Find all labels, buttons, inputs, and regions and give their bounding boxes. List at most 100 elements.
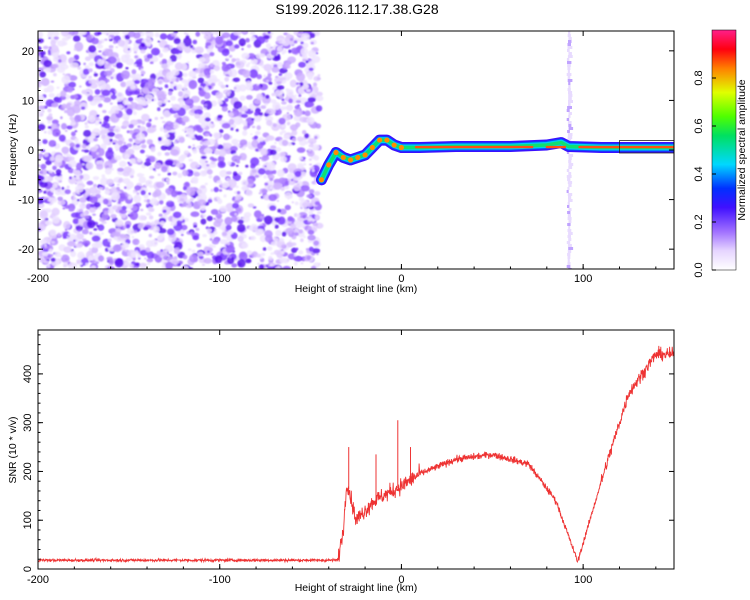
noise-blob [214,142,219,147]
noise-blob [115,62,123,69]
noise-blob [104,70,113,76]
noise-blob [91,37,99,45]
noise-blob [61,186,65,190]
noise-blob [302,167,306,171]
noise-blob [134,79,140,84]
noise-blob [52,56,60,62]
noise-blob [43,260,49,264]
noise-blob [68,159,77,168]
noise-blob [300,41,304,45]
noise-blob [214,228,217,231]
noise-blob [158,136,162,142]
noise-blob [281,101,287,105]
trace-outline [619,140,674,154]
noise-blob [51,207,60,216]
noise-blob [186,186,196,196]
noise-blob [138,215,147,221]
noise-blob [221,32,231,39]
noise-blob [274,224,279,229]
noise-blob [235,58,240,62]
noise-blob [247,62,251,65]
noise-blob [84,136,89,141]
noise-blob [129,263,135,269]
noise-blob [89,248,92,251]
noise-blob [255,131,261,136]
noise-blob [136,173,143,178]
noise-blob [106,256,113,261]
noise-blob [116,58,120,62]
spectrogram-y-label: Frequency (Hz) [7,114,19,186]
noise-blob [43,190,47,194]
noise-blob [232,202,239,209]
noise-blob [269,177,274,182]
colorbar: 0.0 0.2 0.4 0.6 0.8 Normalized spectral ampl… [693,29,748,278]
noise-blob [253,116,262,122]
noise-blob [184,82,189,88]
noise-blob [306,89,311,93]
noise-blob [164,152,170,156]
noise-blob [187,61,190,64]
noise-blob [154,32,160,38]
noise-blob [202,234,207,238]
noise-blob [81,229,89,235]
noise-blob [72,218,80,225]
noise-blob [42,139,48,145]
noise-blob [73,94,79,99]
noise-blob [109,102,113,105]
noise-blob [205,133,210,136]
noise-blob [184,150,189,154]
trace-node [318,177,325,183]
noise-blob [101,123,106,128]
noise-blob [170,32,177,37]
noise-blob [148,233,152,238]
spike-cell [567,43,571,46]
noise-blob [271,92,276,97]
noise-blob [294,108,303,117]
noise-blob [50,80,55,83]
noise-blob [82,238,87,242]
snr-series-line [38,345,674,564]
noise-blob [43,87,49,93]
noise-blob [143,37,153,46]
noise-blob [56,86,60,89]
noise-blob [195,135,204,141]
noise-blob [69,116,74,121]
x-tick-label: -200 [27,574,49,586]
noise-blob [144,257,147,260]
noise-blob [287,56,296,64]
noise-blob [144,81,154,89]
noise-blob [312,222,318,227]
noise-blob [287,173,294,179]
noise-blob [187,248,192,252]
noise-blob [245,258,252,264]
spike-cell [567,79,573,82]
spike-cell [567,106,572,109]
noise-blob [76,199,80,202]
noise-blob [67,86,74,93]
noise-blob [48,113,53,117]
noise-blob [276,200,280,202]
noise-blob [235,207,242,213]
noise-blob [313,82,317,87]
noise-blob [307,148,312,151]
noise-blob [228,119,235,125]
noise-blob [92,213,96,216]
y-tick-label: 20 [22,46,34,58]
noise-blob [157,107,161,112]
noise-blob [66,236,70,238]
noise-blob [58,134,66,142]
noise-blob [146,203,149,205]
noise-blob [169,54,177,62]
noise-blob [300,47,309,56]
noise-blob [300,238,304,243]
noise-blob [217,114,223,119]
noise-blob [48,248,53,253]
noise-blob [51,102,59,108]
noise-blob [213,230,218,235]
noise-blob [224,97,229,103]
snr-spikes [348,420,435,500]
noise-blob [220,84,226,89]
noise-blob [266,119,273,126]
noise-blob [162,47,169,53]
noise-blob [48,197,57,204]
